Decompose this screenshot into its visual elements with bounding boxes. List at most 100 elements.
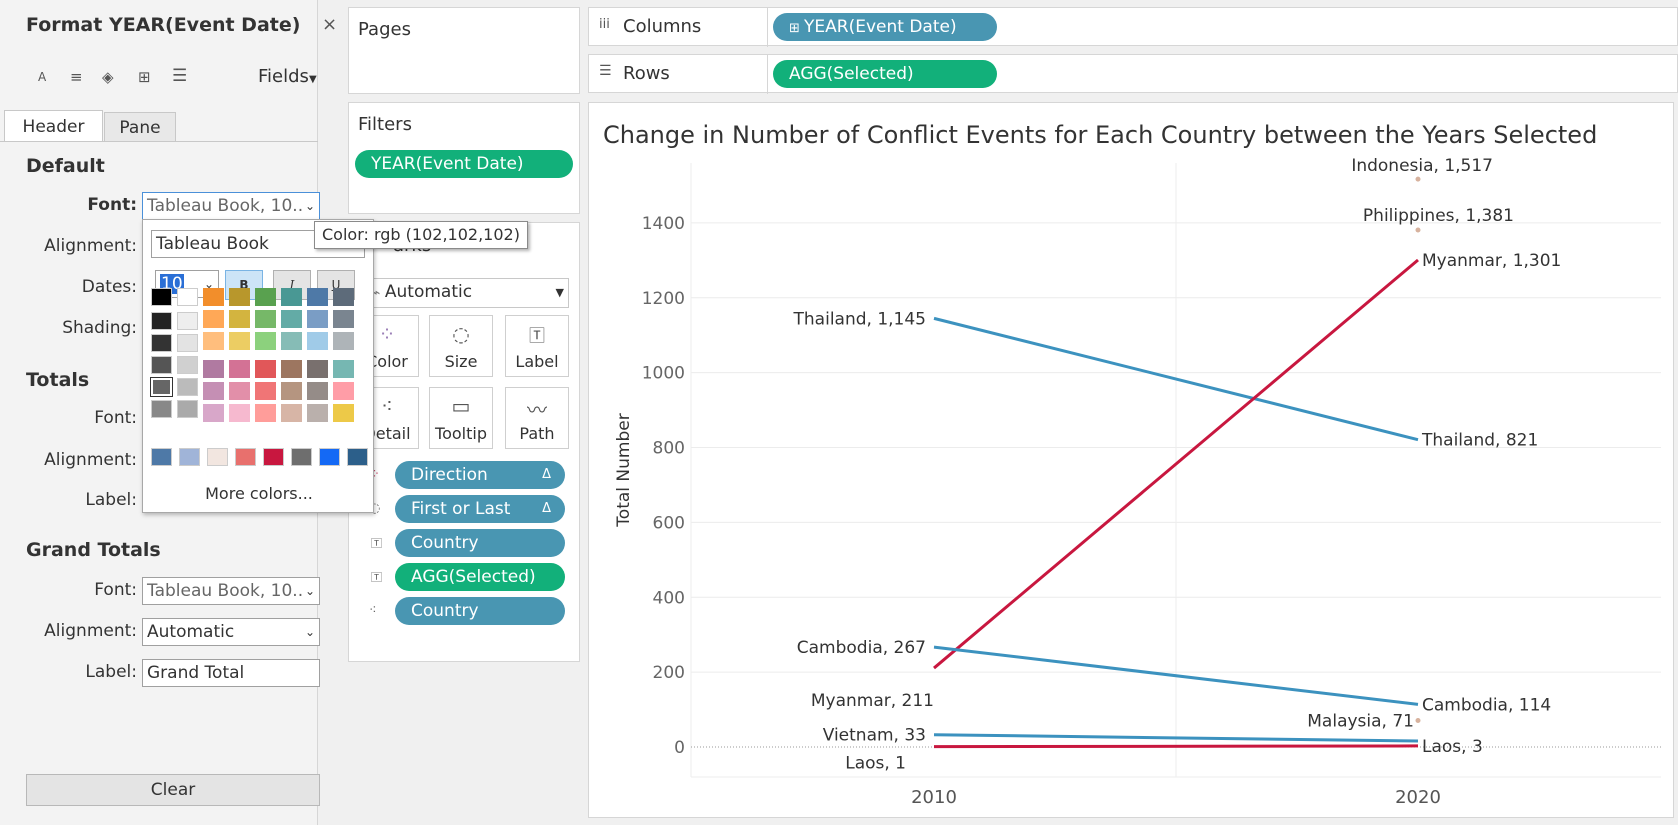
color-swatch[interactable] <box>177 288 198 306</box>
borders-format-icon[interactable]: ⊞ <box>138 68 151 86</box>
fields-dropdown[interactable]: Fields▼ <box>258 66 317 87</box>
color-swatch[interactable] <box>255 382 276 400</box>
tooltip-icon: ▭ <box>451 394 471 418</box>
grand-alignment-select[interactable]: Automatic ⌄ <box>142 618 320 646</box>
color-swatch[interactable] <box>281 404 302 422</box>
marks-size-button[interactable]: ◌ Size <box>429 315 493 377</box>
close-icon[interactable]: × <box>322 14 338 35</box>
color-swatch[interactable] <box>333 360 354 378</box>
color-swatch[interactable] <box>281 360 302 378</box>
color-swatch[interactable] <box>207 448 228 466</box>
color-swatch[interactable] <box>307 288 328 306</box>
series-line-vietnam <box>933 733 1419 743</box>
color-swatch[interactable] <box>307 404 328 422</box>
columns-pill-year[interactable]: ⊞ YEAR(Event Date) <box>773 13 997 41</box>
color-swatch[interactable] <box>307 310 328 328</box>
default-font-select[interactable]: Tableau Book, 10.. ⌄ <box>142 192 320 220</box>
marks-path-button[interactable]: 〰 Path <box>505 387 569 449</box>
marks-field-first-or-last[interactable]: First or Last Δ <box>395 495 565 523</box>
color-swatch[interactable] <box>281 332 302 350</box>
marks-field-agg-selected[interactable]: AGG(Selected) <box>395 563 565 591</box>
tab-header[interactable]: Header <box>4 110 103 142</box>
tab-pane[interactable]: Pane <box>104 112 176 142</box>
color-swatch[interactable] <box>281 288 302 306</box>
lines-format-icon[interactable]: ☰ <box>172 66 188 86</box>
italic-toggle[interactable]: I <box>273 270 311 300</box>
marks-field-country-detail[interactable]: Country <box>395 597 565 625</box>
color-swatch[interactable] <box>255 310 276 328</box>
font-format-icon[interactable]: A <box>38 70 47 84</box>
color-swatch[interactable] <box>203 404 224 422</box>
mark-type-select[interactable]: ⌁ Automatic ▼ <box>367 278 569 308</box>
marks-field-country[interactable]: Country <box>395 529 565 557</box>
color-swatch[interactable] <box>333 382 354 400</box>
color-swatch[interactable] <box>255 332 276 350</box>
shading-format-icon[interactable]: ◈ <box>102 68 114 86</box>
color-swatch[interactable] <box>255 404 276 422</box>
color-swatch[interactable] <box>151 448 172 466</box>
color-swatch[interactable] <box>177 356 198 374</box>
color-swatch[interactable] <box>229 360 250 378</box>
color-swatch[interactable] <box>151 400 172 418</box>
color-swatch[interactable] <box>151 312 172 330</box>
color-swatch[interactable] <box>179 448 200 466</box>
color-swatch[interactable] <box>177 312 198 330</box>
grand-font-select[interactable]: Tableau Book, 10.. ⌄ <box>142 577 320 605</box>
color-swatch[interactable] <box>281 310 302 328</box>
color-swatch[interactable] <box>235 448 256 466</box>
color-swatch[interactable] <box>333 404 354 422</box>
color-swatch[interactable] <box>151 334 172 352</box>
default-font-value: Tableau Book, 10.. <box>147 196 304 216</box>
grand-alignment-value: Automatic <box>147 622 235 642</box>
color-swatch[interactable] <box>255 360 276 378</box>
marks-path-label: Path <box>519 424 555 443</box>
color-swatch[interactable] <box>229 310 250 328</box>
rows-pill-agg[interactable]: AGG(Selected) <box>773 60 997 88</box>
chevron-down-icon: ⌄ <box>304 199 315 213</box>
color-swatch[interactable] <box>263 448 284 466</box>
color-swatch[interactable] <box>281 382 302 400</box>
color-swatch[interactable] <box>319 448 340 466</box>
color-swatch[interactable] <box>229 382 250 400</box>
color-swatch[interactable] <box>177 334 198 352</box>
color-swatch[interactable] <box>229 288 250 306</box>
color-swatch[interactable] <box>177 400 198 418</box>
marks-field-direction[interactable]: Direction Δ <box>395 461 565 489</box>
color-swatch[interactable] <box>151 356 172 374</box>
color-swatch[interactable] <box>333 332 354 350</box>
color-swatch[interactable] <box>229 332 250 350</box>
chevron-down-icon: ▼ <box>308 74 317 85</box>
color-swatch[interactable] <box>177 378 198 396</box>
alignment-format-icon[interactable]: ≡ <box>70 68 83 86</box>
y-tick-label: 600 <box>653 513 685 533</box>
tab-divider <box>0 141 318 142</box>
default-alignment-label: Alignment: <box>44 236 137 256</box>
color-swatch[interactable] <box>333 310 354 328</box>
color-swatch[interactable] <box>203 382 224 400</box>
data-label: Myanmar, 1,301 <box>1422 251 1561 271</box>
y-tick-label: 200 <box>653 663 685 683</box>
color-swatch[interactable] <box>203 332 224 350</box>
color-swatch[interactable] <box>347 448 368 466</box>
more-colors-link[interactable]: More colors... <box>205 484 313 503</box>
color-swatch[interactable] <box>255 288 276 306</box>
color-swatch[interactable] <box>333 288 354 306</box>
color-swatch[interactable] <box>151 288 172 306</box>
color-swatch[interactable] <box>229 404 250 422</box>
color-swatch[interactable] <box>307 382 328 400</box>
rows-label: Rows <box>623 63 670 84</box>
color-swatch[interactable] <box>203 288 224 306</box>
marks-label-button[interactable]: 🅃 Label <box>505 315 569 377</box>
color-swatch[interactable] <box>203 310 224 328</box>
rows-pill-label: AGG(Selected) <box>789 64 914 84</box>
color-swatch[interactable] <box>291 448 312 466</box>
color-swatch[interactable] <box>307 332 328 350</box>
filter-pill-year[interactable]: YEAR(Event Date) <box>355 150 573 178</box>
grand-label-input[interactable]: Grand Total <box>142 659 320 687</box>
y-tick-label: 400 <box>653 588 685 608</box>
clear-button[interactable]: Clear <box>26 774 320 806</box>
marks-tooltip-button[interactable]: ▭ Tooltip <box>429 387 493 449</box>
color-swatch[interactable] <box>150 377 173 397</box>
color-swatch[interactable] <box>307 360 328 378</box>
color-swatch[interactable] <box>203 360 224 378</box>
